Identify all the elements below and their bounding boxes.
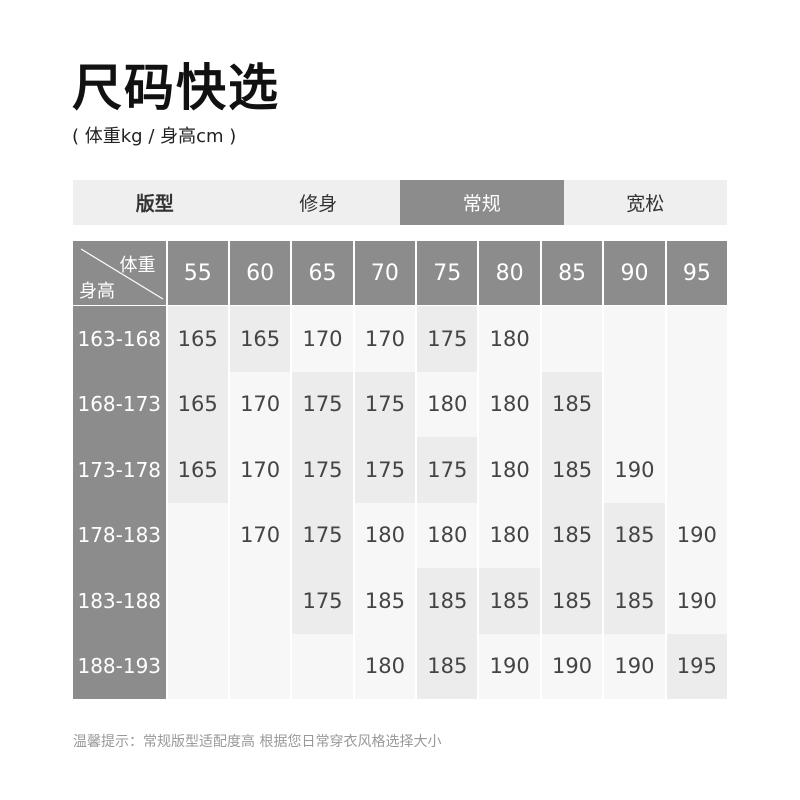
size-cell: 170 (240, 523, 281, 548)
size-cell: 170 (240, 392, 281, 417)
size-cell: 175 (292, 568, 353, 634)
weight-header: 65 (292, 241, 353, 305)
size-column: 180 180 180 180 185 190 (479, 306, 540, 699)
size-cell: 170 (302, 326, 343, 351)
weight-header: 95 (666, 241, 728, 305)
size-cell: 175 (292, 437, 353, 503)
height-label: 178-183 (77, 523, 162, 548)
size-cell: 185 (417, 568, 478, 634)
corner-cell: 体重 身高 (73, 241, 166, 305)
size-column: 175 180 175 180 185 185 (417, 306, 478, 699)
table-body: 163-168 168-173 173-178 178-183 183-188 188-1… (73, 306, 728, 700)
size-cell: 170 (240, 457, 281, 482)
size-cell: 175 (417, 437, 478, 503)
size-cell: 180 (427, 392, 468, 417)
height-label: 188-193 (77, 654, 162, 679)
size-cell: 195 (666, 633, 728, 699)
weight-axis-label: 体重 (119, 255, 156, 276)
size-cell: 180 (489, 326, 530, 351)
size-cell: 185 (541, 437, 603, 503)
size-cell: 180 (364, 523, 405, 548)
height-label: 183-188 (77, 588, 162, 613)
page-title: 尺码快选 (72, 59, 280, 117)
fit-label: 版型 (135, 193, 174, 215)
size-cell (667, 306, 727, 372)
size-cell (292, 634, 352, 700)
size-cell (604, 306, 664, 372)
size-cell (667, 372, 727, 438)
fit-option-loose[interactable]: 宽松 (626, 193, 665, 215)
size-cell (542, 306, 602, 372)
size-cell: 190 (676, 588, 717, 613)
height-label: 168-173 (77, 392, 162, 417)
weight-header: 55 (167, 241, 228, 305)
size-cell (168, 634, 228, 700)
size-cell: 190 (676, 523, 717, 548)
fit-option-regular[interactable]: 常规 (400, 180, 564, 225)
height-label: 173-178 (77, 457, 162, 482)
size-cell: 165 (167, 371, 228, 437)
size-column: 165 165 165 (167, 306, 228, 700)
size-cell: 180 (364, 654, 405, 679)
size-cell: 185 (417, 633, 478, 699)
units-subtitle: ( 体重kg / 身高cm ) (72, 126, 237, 147)
weight-header: 70 (354, 241, 416, 305)
weight-header: 75 (417, 241, 478, 305)
size-cell: 185 (541, 371, 603, 437)
size-cell (230, 568, 290, 634)
size-cell: 165 (229, 306, 291, 372)
size-column: 170 175 175 180 185 180 (354, 306, 416, 699)
height-labels: 163-168 168-173 173-178 178-183 183-188 188-1… (73, 306, 166, 699)
size-cell: 170 (364, 326, 405, 351)
size-cell (168, 503, 228, 569)
size-cell: 180 (427, 523, 468, 548)
fit-option-slim[interactable]: 修身 (299, 193, 338, 215)
size-cell: 175 (417, 306, 478, 372)
height-label: 163-168 (77, 326, 162, 351)
size-cell: 190 (614, 457, 655, 482)
fit-selector: 版型 修身 常规 宽松 (73, 180, 727, 225)
size-column: 165 170 170 170 (229, 306, 291, 700)
height-axis-label: 身高 (79, 281, 115, 302)
size-cell (230, 634, 290, 700)
weight-header: 85 (541, 241, 603, 305)
size-cell: 190 (614, 654, 655, 679)
size-cell: 185 (541, 568, 603, 634)
size-cell: 185 (604, 568, 665, 634)
size-cell: 190 (489, 654, 530, 679)
size-cell (667, 437, 727, 503)
weight-header: 60 (229, 241, 291, 305)
size-cell: 185 (364, 588, 405, 613)
size-cell: 185 (604, 502, 665, 568)
size-cell: 175 (292, 371, 353, 437)
diagonal-divider (80, 248, 164, 300)
size-cell: 180 (489, 457, 530, 482)
size-cell: 165 (167, 437, 228, 503)
size-cell: 175 (354, 371, 416, 437)
size-cell: 185 (541, 502, 603, 568)
header-row: 体重 身高 55 60 65 70 75 80 85 90 95 (73, 241, 728, 305)
size-cell: 190 (552, 654, 593, 679)
size-column: 170 175 175 175 175 (292, 306, 353, 700)
size-column: 190 185 185 190 (604, 306, 665, 699)
size-cell (604, 372, 664, 438)
size-table: 体重 身高 55 60 65 70 75 80 85 90 95 163-168 168-173 1… (73, 241, 728, 700)
size-column: 185 185 185 185 190 (541, 306, 603, 699)
size-cell (168, 568, 228, 634)
size-column: 190 190 195 (666, 306, 728, 699)
weight-header: 80 (479, 241, 540, 305)
size-cell: 185 (479, 568, 540, 634)
size-cell: 180 (489, 523, 530, 548)
tip-note: 温馨提示：常规版型适配度高 根据您日常穿衣风格选择大小 (73, 734, 442, 750)
size-cell: 175 (292, 502, 353, 568)
size-cell: 180 (489, 392, 530, 417)
weight-header: 90 (604, 241, 665, 305)
size-cell: 175 (354, 437, 416, 503)
size-cell: 165 (167, 306, 228, 372)
